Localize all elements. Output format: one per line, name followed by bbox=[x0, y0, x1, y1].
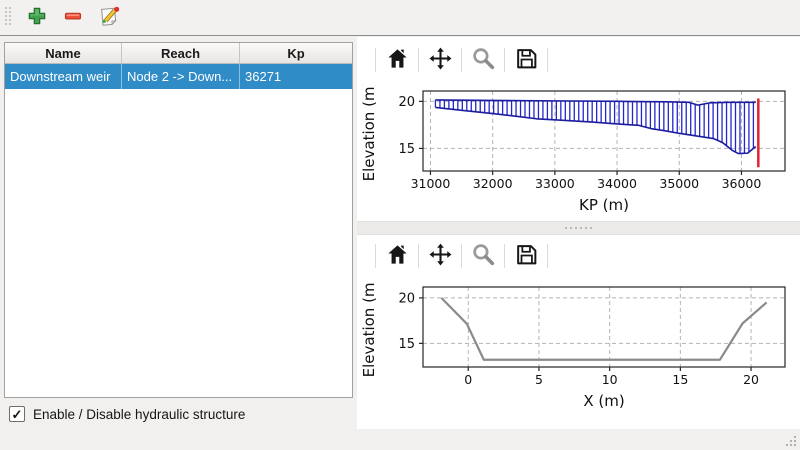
plots-splitter[interactable] bbox=[357, 221, 800, 235]
header-cell-reach[interactable]: Reach bbox=[122, 43, 240, 63]
toolbar-separator bbox=[547, 244, 548, 268]
svg-text:35000: 35000 bbox=[659, 176, 699, 191]
svg-text:32000: 32000 bbox=[473, 176, 513, 191]
plots-panel: 31000 32000 33000 34000 35000 36000 15 20 KP (m)… bbox=[357, 37, 800, 429]
save-button[interactable] bbox=[511, 45, 541, 75]
svg-text:10: 10 bbox=[602, 372, 618, 387]
save-icon bbox=[514, 46, 539, 74]
enable-structure-checkbox-row: ✓ Enable / Disable hydraulic structure bbox=[9, 406, 245, 422]
kp-plot-toolbar bbox=[369, 43, 554, 77]
edit-icon bbox=[98, 5, 121, 31]
add-structure-button[interactable] bbox=[21, 4, 53, 32]
structures-table: Name Reach Kp Downstream weir Node 2 -> … bbox=[4, 42, 353, 398]
toolbar-separator bbox=[418, 244, 419, 268]
plus-icon bbox=[27, 6, 47, 29]
toolbar-separator bbox=[375, 48, 376, 72]
header-cell-name[interactable]: Name bbox=[5, 43, 122, 63]
toolbar-drag-handle[interactable] bbox=[5, 6, 13, 29]
cell-kp: 36271 bbox=[245, 69, 282, 84]
svg-text:20: 20 bbox=[398, 291, 415, 306]
header-cell-kp[interactable]: Kp bbox=[287, 45, 305, 61]
pan-icon bbox=[428, 242, 453, 270]
enable-structure-checkbox-label: Enable / Disable hydraulic structure bbox=[33, 406, 246, 422]
y-axis-label-1: Elevation (m) bbox=[361, 281, 378, 377]
home-icon bbox=[385, 46, 410, 74]
table-row[interactable]: Downstream weir Node 2 -> Down... 36271 bbox=[5, 64, 352, 89]
pan-button[interactable] bbox=[425, 45, 455, 75]
x-axis-label-1: X (m) bbox=[583, 392, 624, 410]
toolbar-separator bbox=[461, 48, 462, 72]
toolbar-separator bbox=[504, 48, 505, 72]
pan-icon bbox=[428, 46, 453, 74]
minus-icon bbox=[63, 6, 83, 29]
kp-profile-chart[interactable]: 31000 32000 33000 34000 35000 36000 15 20 KP (m)… bbox=[361, 85, 795, 215]
toolbar-separator bbox=[418, 48, 419, 72]
cross-section-chart[interactable]: 0 5 10 15 20 15 20 X (m) Elevation (m) bbox=[361, 281, 795, 411]
svg-text:15: 15 bbox=[398, 337, 415, 352]
zoom-button[interactable] bbox=[468, 45, 498, 75]
toolbar-separator bbox=[375, 244, 376, 268]
y-axis-label-0: Elevation (m) bbox=[361, 85, 378, 181]
save-icon bbox=[514, 242, 539, 270]
svg-text:31000: 31000 bbox=[411, 176, 451, 191]
svg-text:15: 15 bbox=[398, 142, 415, 157]
svg-text:5: 5 bbox=[535, 372, 543, 387]
edit-structure-button[interactable] bbox=[93, 4, 125, 32]
status-strip bbox=[0, 430, 800, 450]
svg-text:15: 15 bbox=[672, 372, 688, 387]
cell-reach: Node 2 -> Down... bbox=[122, 64, 240, 89]
svg-text:20: 20 bbox=[398, 95, 415, 110]
save-button[interactable] bbox=[511, 241, 541, 271]
pan-button[interactable] bbox=[425, 241, 455, 271]
svg-text:34000: 34000 bbox=[597, 176, 637, 191]
x-axis-label-0: KP (m) bbox=[579, 196, 629, 214]
toolbar-separator bbox=[504, 244, 505, 268]
zoom-icon bbox=[471, 242, 496, 270]
home-icon bbox=[385, 242, 410, 270]
window-resize-grip[interactable] bbox=[786, 436, 797, 447]
zoom-button[interactable] bbox=[468, 241, 498, 271]
table-header: Name Reach Kp bbox=[5, 43, 352, 64]
toolbar-separator bbox=[461, 244, 462, 268]
enable-structure-checkbox[interactable]: ✓ bbox=[9, 406, 25, 422]
cross-section-plot-toolbar bbox=[369, 239, 554, 273]
svg-text:33000: 33000 bbox=[535, 176, 575, 191]
toolbar-separator bbox=[547, 48, 548, 72]
main-toolbar bbox=[0, 0, 800, 36]
zoom-icon bbox=[471, 46, 496, 74]
home-button[interactable] bbox=[382, 45, 412, 75]
cell-name: Downstream weir bbox=[5, 64, 122, 89]
home-button[interactable] bbox=[382, 241, 412, 271]
svg-text:36000: 36000 bbox=[722, 176, 762, 191]
svg-text:20: 20 bbox=[743, 372, 759, 387]
remove-structure-button[interactable] bbox=[57, 4, 89, 32]
svg-text:0: 0 bbox=[464, 372, 472, 387]
